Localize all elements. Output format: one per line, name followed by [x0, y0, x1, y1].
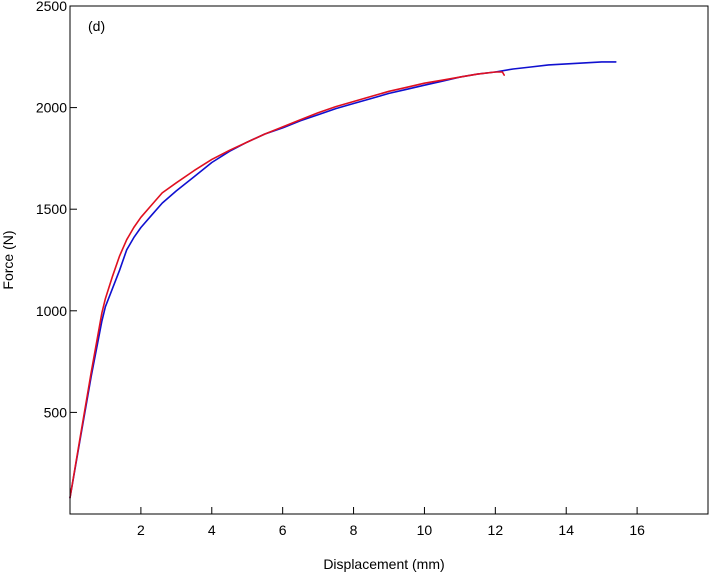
panel-label: (d)	[88, 18, 105, 34]
y-tick-label: 2000	[36, 100, 67, 116]
x-tick-label: 14	[558, 522, 574, 538]
x-tick-label: 4	[208, 522, 216, 538]
y-axis-label: Force (N)	[0, 230, 16, 289]
x-tick-label: 2	[137, 522, 145, 538]
series-layer	[69, 61, 617, 499]
y-tick-label: 1500	[36, 201, 67, 217]
plot-frame	[69, 5, 709, 515]
series-line-1	[69, 61, 617, 499]
x-tick-label: 8	[350, 522, 358, 538]
x-tick-label: 10	[417, 522, 433, 538]
x-axis-ticks: 2 4 6 8 10 12 14 16	[137, 507, 645, 538]
x-tick-label: 12	[488, 522, 504, 538]
x-tick-label: 6	[279, 522, 287, 538]
x-axis-label: Displacement (mm)	[323, 556, 444, 572]
y-tick-label: 2500	[36, 0, 67, 14]
x-tick-label: 16	[629, 522, 645, 538]
y-axis-ticks: 500 1000 1500 2000 2500	[36, 0, 77, 420]
y-tick-label: 1000	[36, 303, 67, 319]
y-tick-label: 500	[44, 404, 68, 420]
series-line-2	[69, 71, 505, 499]
